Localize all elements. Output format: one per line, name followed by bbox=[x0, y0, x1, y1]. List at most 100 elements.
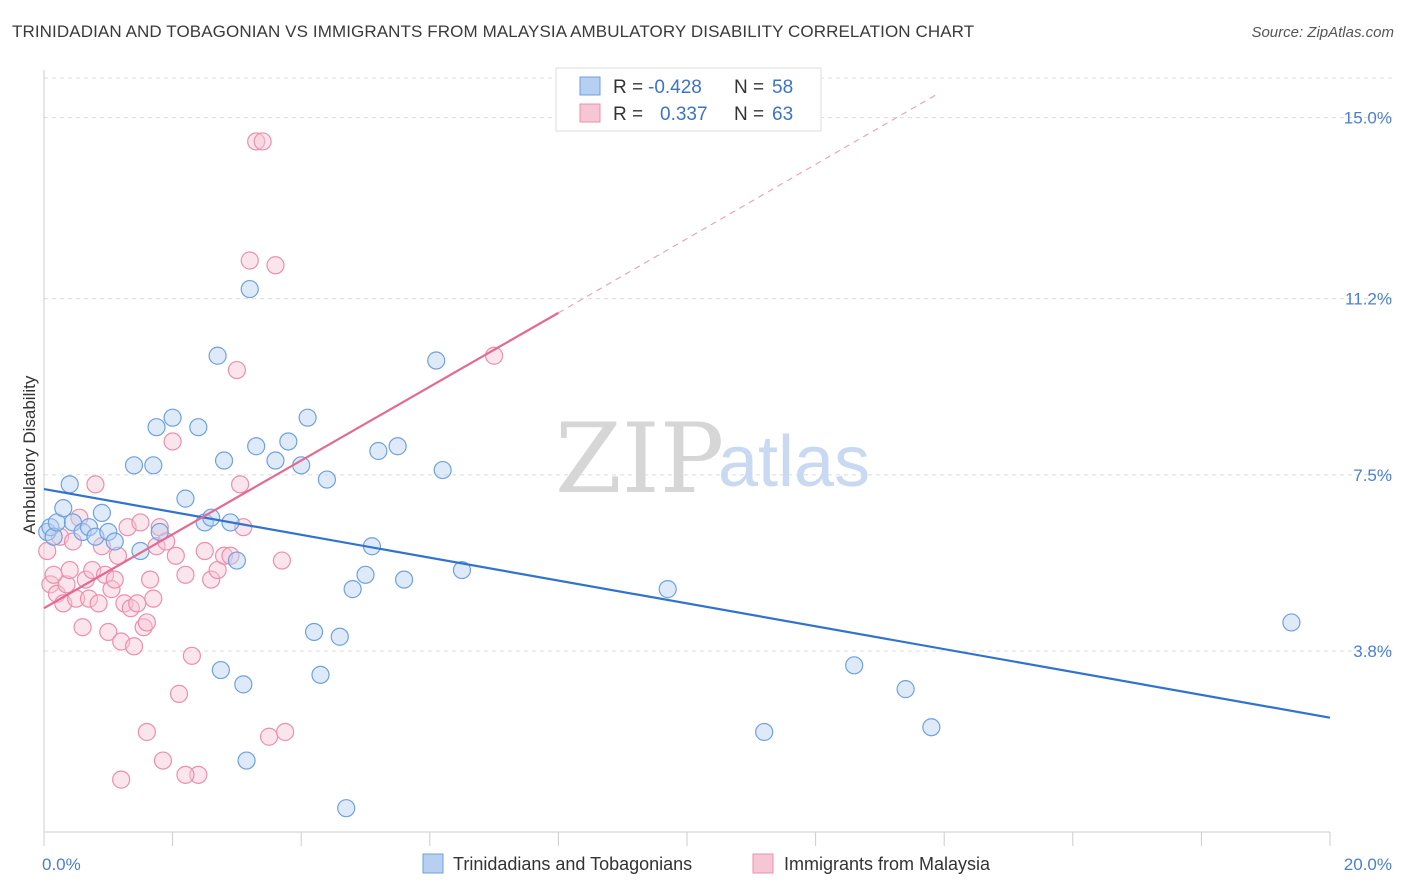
data-point-malaysia bbox=[166, 546, 185, 565]
data-point-malaysia bbox=[202, 570, 221, 589]
data-point-trinidad bbox=[105, 532, 124, 551]
data-point-malaysia bbox=[266, 256, 285, 275]
bottom-legend: Trinidadians and Tobagonians Immigrants … bbox=[422, 853, 991, 874]
data-point-malaysia bbox=[112, 770, 131, 789]
data-point-trinidad bbox=[240, 279, 259, 299]
trend-line-malaysia-extension bbox=[558, 93, 939, 314]
data-point-malaysia bbox=[153, 751, 173, 770]
data-point-trinidad bbox=[92, 503, 111, 523]
data-point-trinidad bbox=[330, 627, 349, 646]
data-point-malaysia bbox=[86, 475, 105, 494]
data-point-trinidad bbox=[279, 432, 298, 451]
x-tick-labels: 0.0% 20.0% bbox=[42, 855, 1392, 874]
data-point-malaysia bbox=[63, 532, 83, 551]
axes bbox=[43, 70, 1331, 846]
data-point-trinidad bbox=[317, 470, 337, 489]
data-point-malaysia bbox=[247, 132, 266, 151]
data-point-malaysia bbox=[137, 722, 156, 742]
data-point-trinidad bbox=[845, 656, 864, 675]
bottom-legend-swatch-blue bbox=[422, 853, 444, 874]
data-point-malaysia bbox=[176, 765, 195, 784]
x-tick-label: 0.0% bbox=[42, 855, 81, 874]
data-point-malaysia bbox=[195, 541, 214, 561]
data-point-malaysia bbox=[99, 622, 118, 642]
chart-title: TRINIDADIAN AND TOBAGONIAN VS IMMIGRANTS… bbox=[12, 22, 975, 41]
legend-r-label-pink: R = bbox=[613, 104, 643, 125]
data-point-malaysia bbox=[60, 560, 79, 580]
watermark-zip: ZIP bbox=[555, 403, 724, 515]
chart-source: Source: ZipAtlas.com bbox=[1251, 24, 1394, 41]
data-point-trinidad bbox=[124, 456, 144, 475]
data-point-malaysia bbox=[240, 251, 259, 270]
data-point-trinidad bbox=[237, 751, 256, 770]
trend-line-trinidad bbox=[43, 488, 1331, 719]
data-point-trinidad bbox=[298, 408, 317, 427]
data-point-malaysia bbox=[108, 546, 128, 565]
legend-r-label-blue: R = bbox=[613, 77, 643, 98]
data-point-trinidad bbox=[247, 437, 266, 456]
y-axis-label: Ambulatory Disability bbox=[20, 375, 39, 534]
data-point-malaysia bbox=[163, 432, 182, 451]
data-point-trinidad bbox=[60, 475, 79, 494]
series-malaysia-points bbox=[38, 132, 504, 789]
data-point-malaysia bbox=[276, 722, 295, 742]
data-point-malaysia bbox=[169, 684, 189, 703]
data-point-malaysia bbox=[89, 594, 108, 613]
data-point-malaysia bbox=[102, 580, 121, 599]
bottom-legend-label-pink: Immigrants from Malaysia bbox=[784, 854, 991, 874]
data-point-malaysia bbox=[231, 475, 250, 494]
data-point-malaysia bbox=[73, 618, 92, 637]
legend-r-value-blue: -0.428 bbox=[648, 77, 702, 98]
data-point-malaysia bbox=[272, 551, 292, 570]
stats-legend: R = -0.428 N = 58 R = 0.337 N = 63 bbox=[555, 67, 822, 132]
bottom-legend-swatch-pink bbox=[752, 853, 774, 874]
legend-n-label-blue: N = bbox=[734, 77, 764, 98]
data-point-trinidad bbox=[54, 499, 73, 518]
data-point-trinidad bbox=[147, 418, 166, 437]
gridlines bbox=[44, 77, 1392, 652]
legend-n-label-pink: N = bbox=[734, 104, 764, 125]
data-point-trinidad bbox=[388, 437, 407, 456]
data-point-trinidad bbox=[234, 675, 253, 694]
data-point-malaysia bbox=[124, 637, 144, 656]
data-point-malaysia bbox=[176, 565, 195, 584]
data-point-malaysia bbox=[41, 575, 60, 594]
data-point-trinidad bbox=[658, 580, 677, 599]
legend-n-value-pink: 63 bbox=[772, 104, 793, 125]
x-tick-label: 20.0% bbox=[1344, 855, 1392, 874]
data-point-trinidad bbox=[304, 622, 324, 642]
data-point-trinidad bbox=[214, 451, 234, 470]
watermark-atlas: atlas bbox=[718, 422, 870, 502]
data-point-trinidad bbox=[266, 451, 285, 470]
data-point-trinidad bbox=[896, 680, 915, 699]
data-point-malaysia bbox=[105, 570, 124, 589]
y-tick-label: 3.8% bbox=[1353, 642, 1392, 661]
watermark: ZIP atlas bbox=[555, 403, 870, 515]
y-tick-label: 7.5% bbox=[1353, 466, 1392, 485]
data-point-malaysia bbox=[131, 513, 150, 532]
data-point-trinidad bbox=[211, 660, 230, 680]
data-point-trinidad bbox=[337, 799, 356, 818]
trend-lines bbox=[43, 93, 1331, 719]
data-point-malaysia bbox=[253, 132, 272, 151]
data-point-malaysia bbox=[144, 589, 163, 608]
y-tick-label: 11.2% bbox=[1345, 290, 1392, 309]
data-point-malaysia bbox=[79, 589, 99, 608]
data-point-trinidad bbox=[1282, 613, 1301, 632]
data-point-trinidad bbox=[227, 551, 246, 570]
data-point-malaysia bbox=[57, 575, 76, 594]
data-point-malaysia bbox=[189, 765, 208, 784]
data-point-trinidad bbox=[311, 665, 330, 684]
data-point-trinidad bbox=[922, 718, 941, 737]
data-point-trinidad bbox=[369, 441, 388, 461]
legend-n-value-blue: 58 bbox=[772, 77, 793, 98]
trend-line-malaysia bbox=[43, 311, 559, 610]
data-point-trinidad bbox=[163, 408, 182, 427]
data-point-trinidad bbox=[208, 346, 227, 365]
data-point-trinidad bbox=[79, 518, 99, 537]
data-point-malaysia bbox=[137, 613, 156, 632]
data-point-trinidad bbox=[433, 460, 452, 480]
data-point-trinidad bbox=[189, 418, 208, 437]
data-point-malaysia bbox=[182, 646, 201, 665]
data-point-trinidad bbox=[427, 351, 446, 370]
